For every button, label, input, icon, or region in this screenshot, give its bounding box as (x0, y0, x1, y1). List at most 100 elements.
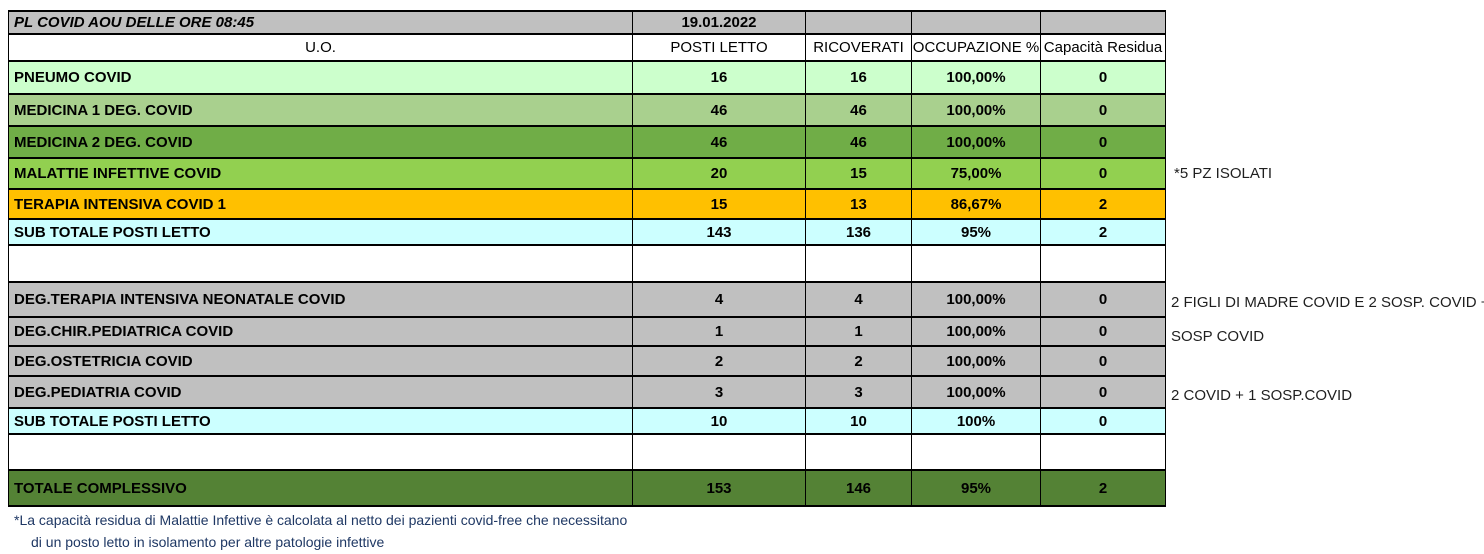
title-spacer-cell (1040, 10, 1166, 35)
cell-occupazione: 100,00% (911, 345, 1041, 377)
cell-capacita-residua: 2 (1040, 188, 1166, 220)
annotation-pediatria: 2 COVID + 1 SOSP.COVID (1171, 387, 1353, 404)
cell-occupazione: 95% (911, 218, 1041, 246)
cell-posti-letto: 10 (632, 407, 806, 435)
cell-occupazione: 95% (911, 469, 1041, 507)
cell-capacita-residua: 2 (1040, 218, 1166, 246)
cell-capacita-residua: 2 (1040, 469, 1166, 507)
empty-cell (8, 433, 633, 471)
cell-capacita-residua: 0 (1040, 316, 1166, 347)
cell-label: MALATTIE INFETTIVE COVID (8, 157, 633, 190)
table-row: MALATTIE INFETTIVE COVID 20 15 75,00% 0 (8, 157, 1166, 190)
cell-ricoverati: 15 (805, 157, 912, 190)
cell-posti-letto: 46 (632, 93, 806, 127)
column-header-row: U.O. POSTI LETTO RICOVERATI OCCUPAZIONE … (8, 33, 1166, 62)
cell-occupazione: 100,00% (911, 281, 1041, 318)
table-row: MEDICINA 1 DEG. COVID 46 46 100,00% 0 (8, 93, 1166, 127)
empty-cell (1040, 433, 1166, 471)
cell-label: MEDICINA 1 DEG. COVID (8, 93, 633, 127)
cell-capacita-residua: 0 (1040, 345, 1166, 377)
empty-cell (632, 244, 806, 283)
annotation-terapia-neonatale: 2 FIGLI DI MADRE COVID E 2 SOSP. COVID + (1171, 294, 1484, 311)
cell-ricoverati: 16 (805, 60, 912, 95)
cell-posti-letto: 20 (632, 157, 806, 190)
report-title: PL COVID AOU DELLE ORE 08:45 (8, 10, 633, 35)
cell-ricoverati: 10 (805, 407, 912, 435)
column-header-occupazione: OCCUPAZIONE % (911, 33, 1041, 62)
cell-ricoverati: 46 (805, 93, 912, 127)
empty-cell (1040, 244, 1166, 283)
cell-posti-letto: 4 (632, 281, 806, 318)
footnote-line-1: *La capacità residua di Malattie Infetti… (14, 512, 628, 528)
cell-posti-letto: 153 (632, 469, 806, 507)
cell-occupazione: 100,00% (911, 125, 1041, 159)
cell-occupazione: 86,67% (911, 188, 1041, 220)
cell-capacita-residua: 0 (1040, 375, 1166, 409)
cell-ricoverati: 1 (805, 316, 912, 347)
empty-cell (805, 433, 912, 471)
cell-posti-letto: 46 (632, 125, 806, 159)
cell-ricoverati: 2 (805, 345, 912, 377)
cell-capacita-residua: 0 (1040, 407, 1166, 435)
table-row: TERAPIA INTENSIVA COVID 1 15 13 86,67% 2 (8, 188, 1166, 220)
table-row: DEG.PEDIATRIA COVID 3 3 100,00% 0 (8, 375, 1166, 409)
subtotal-row: SUB TOTALE POSTI LETTO 10 10 100% 0 (8, 407, 1166, 435)
cell-ricoverati: 4 (805, 281, 912, 318)
cell-capacita-residua: 0 (1040, 157, 1166, 190)
table-row: DEG.CHIR.PEDIATRICA COVID 1 1 100,00% 0 (8, 316, 1166, 347)
empty-cell (805, 244, 912, 283)
cell-label: DEG.OSTETRICIA COVID (8, 345, 633, 377)
cell-label: SUB TOTALE POSTI LETTO (8, 218, 633, 246)
cell-label: MEDICINA 2 DEG. COVID (8, 125, 633, 159)
cell-label: TOTALE COMPLESSIVO (8, 469, 633, 507)
cell-ricoverati: 46 (805, 125, 912, 159)
cell-occupazione: 100,00% (911, 316, 1041, 347)
cell-label: DEG.CHIR.PEDIATRICA COVID (8, 316, 633, 347)
cell-label: SUB TOTALE POSTI LETTO (8, 407, 633, 435)
cell-posti-letto: 2 (632, 345, 806, 377)
cell-posti-letto: 143 (632, 218, 806, 246)
column-header-ricoverati: RICOVERATI (805, 33, 912, 62)
cell-capacita-residua: 0 (1040, 93, 1166, 127)
cell-posti-letto: 1 (632, 316, 806, 347)
covid-bed-table: PL COVID AOU DELLE ORE 08:45 19.01.2022 … (8, 10, 1166, 507)
table-row: MEDICINA 2 DEG. COVID 46 46 100,00% 0 (8, 125, 1166, 159)
annotation-chir-pediatrica: SOSP COVID (1171, 328, 1265, 345)
cell-capacita-residua: 0 (1040, 281, 1166, 318)
annotation-malattie-infettive: *5 PZ ISOLATI (1174, 165, 1273, 182)
empty-cell (632, 433, 806, 471)
empty-row (8, 433, 1166, 471)
cell-occupazione: 75,00% (911, 157, 1041, 190)
cell-posti-letto: 3 (632, 375, 806, 409)
title-row: PL COVID AOU DELLE ORE 08:45 19.01.2022 (8, 10, 1166, 35)
table-row: PNEUMO COVID 16 16 100,00% 0 (8, 60, 1166, 95)
cell-label: TERAPIA INTENSIVA COVID 1 (8, 188, 633, 220)
cell-posti-letto: 16 (632, 60, 806, 95)
column-header-posti-letto: POSTI LETTO (632, 33, 806, 62)
cell-label: DEG.TERAPIA INTENSIVA NEONATALE COVID (8, 281, 633, 318)
title-spacer-cell (805, 10, 912, 35)
grand-total-row: TOTALE COMPLESSIVO 153 146 95% 2 (8, 469, 1166, 507)
cell-ricoverati: 13 (805, 188, 912, 220)
empty-cell (911, 433, 1041, 471)
column-header-uo: U.O. (8, 33, 633, 62)
cell-ricoverati: 3 (805, 375, 912, 409)
cell-occupazione: 100,00% (911, 93, 1041, 127)
empty-row (8, 244, 1166, 283)
table-row: DEG.TERAPIA INTENSIVA NEONATALE COVID 4 … (8, 281, 1166, 318)
cell-posti-letto: 15 (632, 188, 806, 220)
footnote-line-2: di un posto letto in isolamento per altr… (31, 534, 385, 550)
cell-occupazione: 100,00% (911, 60, 1041, 95)
empty-cell (911, 244, 1041, 283)
report-date: 19.01.2022 (632, 10, 806, 35)
cell-label: PNEUMO COVID (8, 60, 633, 95)
cell-occupazione: 100% (911, 407, 1041, 435)
cell-ricoverati: 146 (805, 469, 912, 507)
column-header-capacita-residua: Capacità Residua (1040, 33, 1166, 62)
subtotal-row: SUB TOTALE POSTI LETTO 143 136 95% 2 (8, 218, 1166, 246)
empty-cell (8, 244, 633, 283)
cell-capacita-residua: 0 (1040, 60, 1166, 95)
cell-capacita-residua: 0 (1040, 125, 1166, 159)
cell-ricoverati: 136 (805, 218, 912, 246)
cell-occupazione: 100,00% (911, 375, 1041, 409)
